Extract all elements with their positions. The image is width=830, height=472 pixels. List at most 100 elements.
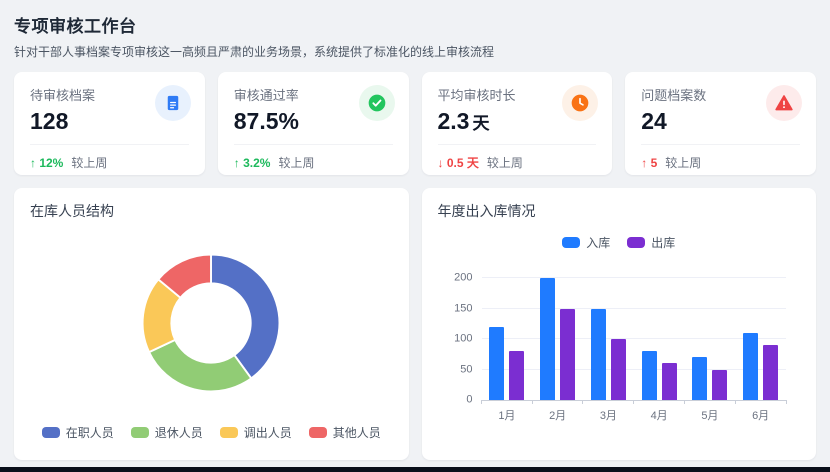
divider (30, 144, 189, 146)
bar-出库-2月[interactable] (560, 308, 576, 400)
document-icon (167, 95, 178, 111)
stat-card-pending-archives: 待审核档案 128 ↑ 12% 较上周 (14, 72, 205, 175)
x-axis-tick (785, 400, 787, 404)
trend-indicator: ↑ 5 较上周 (641, 154, 800, 171)
stat-card-avg-review-days: 平均审核时长 2.3 天 ↓ 0.5 天较上周 (421, 72, 613, 175)
trend-indicator: ↑ 3.2% 较上周 (234, 154, 393, 171)
stat-card-problem-archives: 问题档案数 24 ↑ 5 较上周 (625, 72, 816, 175)
legend-marker (627, 237, 646, 248)
pie-chart-title: 在库人员结构 (30, 203, 114, 219)
bar-入库-6月[interactable] (743, 332, 759, 400)
bar-legend-item-1[interactable]: 出库 (627, 234, 675, 251)
gridline (481, 368, 786, 370)
pie-slice-3[interactable] (157, 253, 213, 299)
x-axis-tick (633, 400, 635, 404)
x-axis-tick (481, 400, 482, 404)
divider (437, 144, 597, 146)
trend-suffix: 较上周 (486, 156, 523, 171)
legend-label: 其他人员 (332, 426, 381, 440)
bar-入库-3月[interactable] (590, 308, 606, 400)
trend-value: ↑ 3.2% (233, 155, 271, 170)
pie-legend-item-2[interactable]: 调出人员 (219, 424, 292, 441)
check-circle-icon (368, 94, 385, 112)
legend-marker (308, 427, 327, 438)
bar-group-5月 (685, 278, 736, 400)
x-axis-tick (683, 400, 685, 404)
stat-label: 待审核档案 (30, 88, 96, 103)
stat-value: 87.5% (233, 108, 299, 134)
pie-legend-item-0[interactable]: 在职人员 (41, 424, 114, 441)
personnel-structure-card: 在库人员结构 在职人员 退休人员 调出人员 其他人员 (14, 188, 409, 460)
trend-value: ↑ 5 (641, 155, 658, 170)
bar-出库-5月[interactable] (712, 369, 728, 400)
y-axis-tick-label: 150 (454, 302, 473, 314)
y-axis-tick-label: 200 (454, 271, 473, 284)
page-title: 专项审核工作台 (14, 17, 137, 36)
page-subtitle: 针对干部人事档案专项审核这一高频且严肃的业务场景，系统提供了标准化的线上审核流程 (14, 45, 495, 59)
bar-出库-1月[interactable] (509, 351, 525, 400)
yearly-inout-card: 年度出入库情况 入库 出库 0 50 100 150 200 1月 2月 3月 4月 5月 6月 (421, 188, 816, 460)
bar-group-1月 (482, 278, 533, 400)
y-axis-tick-label: 100 (454, 332, 473, 345)
bar-group-6月 (735, 278, 786, 400)
stat-value: 2.3 天 (437, 108, 490, 134)
stat-label: 审核通过率 (233, 88, 299, 103)
x-axis-tick (531, 400, 533, 404)
legend-label: 退休人员 (154, 426, 203, 440)
divider (641, 144, 800, 146)
trend-indicator: ↓ 0.5 天较上周 (438, 154, 597, 171)
legend-label: 出库 (651, 236, 676, 250)
bar-groups (482, 278, 787, 400)
dashboard-page: 专项审核工作台 针对干部人事档案专项审核这一高频且严肃的业务场景，系统提供了标准… (14, 12, 816, 460)
x-axis-label: 2月 (549, 410, 567, 422)
bar-legend-item-0[interactable]: 入库 (562, 234, 610, 251)
pie-legend-item-3[interactable]: 其他人员 (308, 424, 381, 441)
bar-入库-1月[interactable] (489, 326, 505, 400)
donut-chart[interactable] (135, 247, 287, 399)
bar-出库-6月[interactable] (763, 345, 779, 400)
clock-icon (571, 94, 589, 112)
stat-value: 24 (641, 108, 667, 134)
stats-row: 待审核档案 128 ↑ 12% 较上周 审核通过率 87.5% ↑ 3.2% 较上周 平均审核时… (14, 72, 816, 175)
legend-label: 调出人员 (243, 426, 292, 440)
x-axis-labels: 1月 2月 3月 4月 5月 6月 (482, 407, 787, 423)
bar-入库-4月[interactable] (641, 351, 657, 400)
stat-unit: 天 (472, 114, 490, 133)
pie-slice-0[interactable] (210, 253, 281, 380)
x-axis-tick (582, 400, 584, 404)
warning-icon-badge (766, 85, 802, 121)
trend-value: ↑ 12% (30, 155, 64, 170)
y-axis-tick-label: 50 (460, 363, 473, 375)
bar-出库-3月[interactable] (610, 339, 626, 400)
gridline (481, 338, 786, 339)
legend-marker (219, 427, 238, 438)
warning-icon (775, 95, 793, 111)
legend-marker (41, 427, 60, 438)
page-header: 专项审核工作台 针对干部人事档案专项审核这一高频且严肃的业务场景，系统提供了标准… (14, 12, 816, 60)
charts-row: 在库人员结构 在职人员 退休人员 调出人员 其他人员 年度出入库情况 入库 出库 0 50… (14, 188, 816, 460)
bar-入库-2月[interactable] (540, 278, 556, 400)
bar-plot-area: 0 50 100 150 200 (454, 272, 787, 405)
stat-label: 问题档案数 (641, 88, 707, 103)
pie-legend: 在职人员 退休人员 调出人员 其他人员 (30, 424, 393, 441)
gridline (481, 307, 786, 309)
legend-label: 入库 (586, 236, 611, 250)
bar-入库-5月[interactable] (692, 357, 708, 400)
bar-legend: 入库 出库 (438, 234, 801, 251)
bar-group-3月 (583, 278, 634, 400)
x-axis-label: 4月 (650, 410, 668, 422)
pie-slice-1[interactable] (148, 338, 253, 392)
bar-group-4月 (634, 278, 685, 400)
bar-出库-4月[interactable] (661, 363, 677, 400)
x-axis-label: 1月 (498, 410, 516, 422)
bar-group-2月 (532, 278, 583, 400)
check-circle-icon-badge (358, 85, 395, 121)
bar-chart-title: 年度出入库情况 (437, 203, 536, 219)
legend-marker (130, 427, 149, 438)
stat-card-pass-rate: 审核通过率 87.5% ↑ 3.2% 较上周 (217, 72, 409, 175)
trend-suffix: 较上周 (278, 156, 315, 171)
pie-legend-item-1[interactable]: 退休人员 (130, 424, 203, 441)
legend-label: 在职人员 (65, 426, 114, 440)
bottom-edge-strip (0, 467, 830, 472)
divider (233, 144, 393, 146)
